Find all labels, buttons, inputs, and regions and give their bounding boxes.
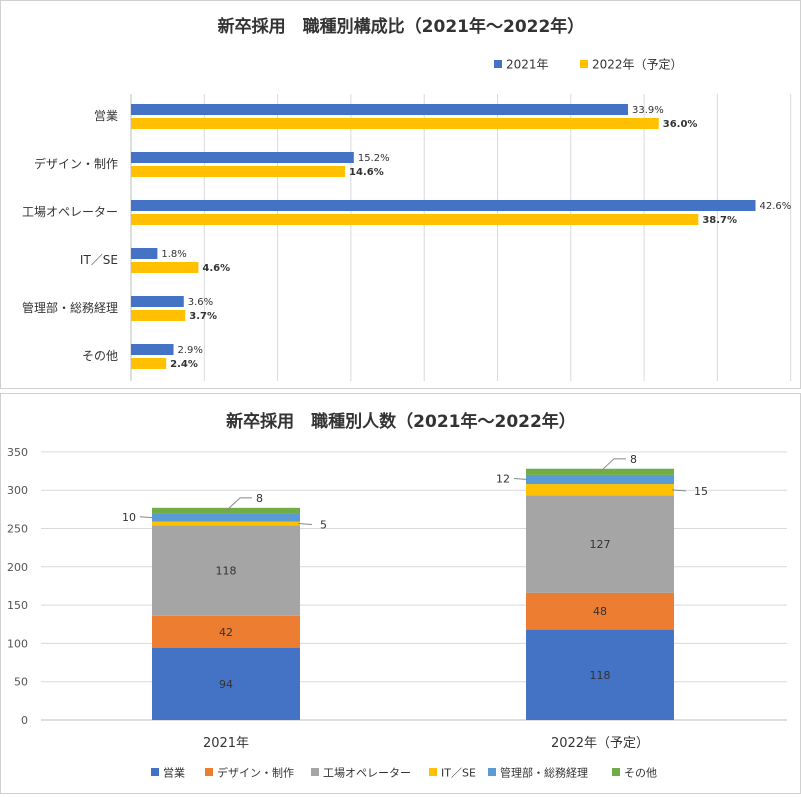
category-label: 管理部・総務経理 xyxy=(22,300,118,315)
bar xyxy=(131,310,185,321)
bar xyxy=(131,248,157,259)
bar xyxy=(131,214,698,225)
category-label: デザイン・制作 xyxy=(34,156,118,171)
legend-swatch xyxy=(311,768,319,776)
legend-label: 管理部・総務経理 xyxy=(500,766,588,780)
headcount-chart: 新卒採用 職種別人数（2021年～2022年） 0 50 100 150 200 250 3… xyxy=(1,394,800,793)
y-tick-label: 200 xyxy=(7,561,28,574)
bar xyxy=(131,262,198,273)
composition-chart: 新卒採用 職種別構成比（2021年～2022年） 2021年 2022年（予定） 営… xyxy=(1,1,800,388)
data-label: 42.6% xyxy=(760,201,792,212)
legend-swatch xyxy=(429,768,437,776)
bar-segment xyxy=(526,469,674,475)
category-label: その他 xyxy=(82,349,118,363)
data-label: 94 xyxy=(219,678,233,691)
legend-label: 工場オペレーター xyxy=(323,767,411,780)
data-label: 42 xyxy=(219,626,233,639)
data-label: 8 xyxy=(256,492,263,505)
legend-label: デザイン・制作 xyxy=(217,766,294,780)
bar-segment xyxy=(152,514,300,522)
bar xyxy=(131,200,756,211)
legend-label: IT／SE xyxy=(441,767,476,780)
callout-line xyxy=(514,478,528,479)
callout-line xyxy=(140,517,154,518)
data-label: 118 xyxy=(216,565,237,578)
data-label: 118 xyxy=(590,669,611,682)
bar-segment xyxy=(526,484,674,495)
data-label: 3.6% xyxy=(188,297,213,308)
data-label: 10 xyxy=(122,511,136,524)
legend-swatch xyxy=(612,768,620,776)
y-tick-label: 0 xyxy=(21,714,28,727)
legend-swatch xyxy=(580,60,588,68)
legend-swatch xyxy=(151,768,159,776)
data-label: 5 xyxy=(320,519,327,532)
bar xyxy=(131,358,166,369)
composition-chart-title: 新卒採用 職種別構成比（2021年～2022年） xyxy=(218,16,585,37)
y-tick-label: 350 xyxy=(7,446,28,459)
legend-label: 2022年（予定） xyxy=(592,57,683,72)
y-tick-label: 50 xyxy=(14,676,28,689)
category-label: 2022年（予定） xyxy=(551,736,649,751)
data-label: 3.7% xyxy=(189,311,217,322)
bar xyxy=(131,296,184,307)
bar xyxy=(131,152,354,163)
data-label: 4.6% xyxy=(202,263,230,274)
bar xyxy=(131,104,628,115)
bar xyxy=(131,118,659,129)
data-label: 48 xyxy=(593,605,607,618)
data-label: 127 xyxy=(590,538,611,551)
data-label: 36.0% xyxy=(663,119,698,130)
data-label: 8 xyxy=(630,453,637,466)
data-label: 14.6% xyxy=(349,167,384,178)
y-tick-label: 150 xyxy=(7,599,28,612)
legend-label: その他 xyxy=(624,767,657,780)
legend-label: 2021年 xyxy=(506,58,549,72)
legend-swatch xyxy=(494,60,502,68)
data-label: 2.9% xyxy=(178,345,203,356)
callout-line xyxy=(298,524,312,525)
legend-swatch xyxy=(205,768,213,776)
bar xyxy=(131,344,174,355)
category-label: IT／SE xyxy=(80,253,118,267)
data-label: 12 xyxy=(496,472,510,485)
bar-segment xyxy=(152,522,300,526)
data-label: 2.4% xyxy=(170,359,198,370)
composition-chart-panel: 新卒採用 職種別構成比（2021年～2022年） 2021年 2022年（予定） 営… xyxy=(0,0,801,389)
data-label: 15 xyxy=(694,485,708,498)
headcount-chart-title: 新卒採用 職種別人数（2021年～2022年） xyxy=(226,411,576,432)
y-tick-label: 100 xyxy=(7,637,28,650)
data-label: 38.7% xyxy=(702,215,737,226)
y-tick-label: 300 xyxy=(7,484,28,497)
legend-swatch xyxy=(488,768,496,776)
data-label: 15.2% xyxy=(358,153,390,164)
headcount-chart-panel: 新卒採用 職種別人数（2021年～2022年） 0 50 100 150 200 250 3… xyxy=(0,393,801,794)
y-tick-label: 250 xyxy=(7,523,28,536)
category-label: 2021年 xyxy=(203,736,249,751)
bar-segment xyxy=(526,475,674,484)
data-label: 33.9% xyxy=(632,105,664,116)
category-label: 営業 xyxy=(94,109,118,123)
data-label: 1.8% xyxy=(161,249,186,260)
legend-label: 営業 xyxy=(163,766,185,780)
bar xyxy=(131,166,345,177)
category-label: 工場オペレーター xyxy=(22,205,118,219)
